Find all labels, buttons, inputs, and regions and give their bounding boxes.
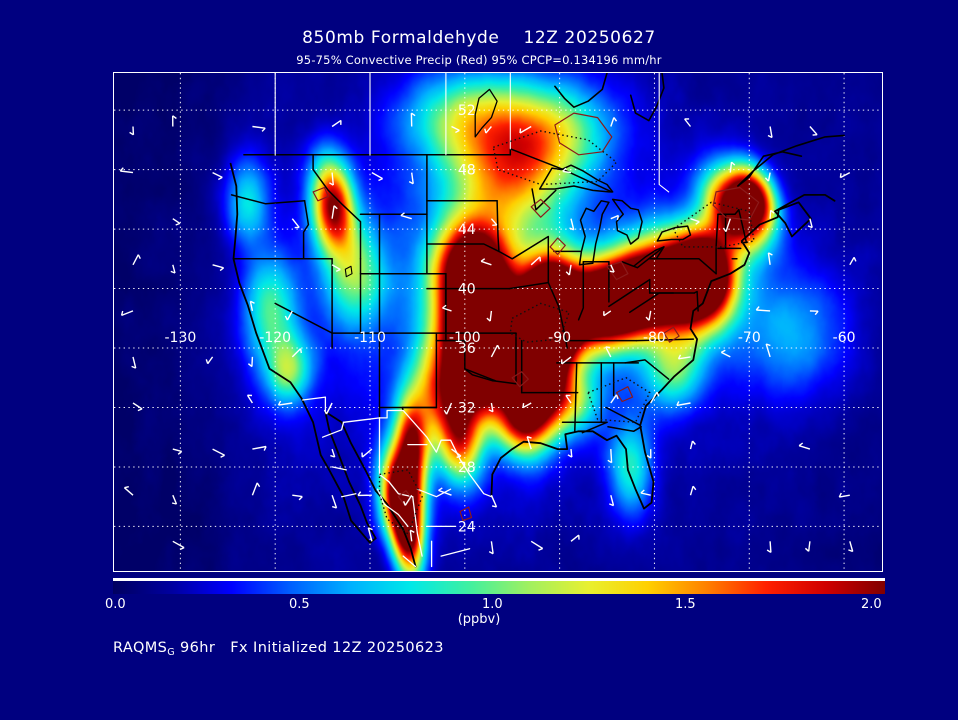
colorbar-gradient — [113, 581, 885, 594]
colorbar-tick-2: 1.0 — [482, 597, 503, 612]
footer-model-subscript: G — [167, 647, 176, 658]
colorbar-top-rule — [113, 578, 885, 581]
page-title: 850mb Formaldehyde 12Z 20250627 — [302, 28, 656, 48]
formaldehyde-heatmap — [114, 73, 882, 571]
map-plot-area[interactable]: 52 48 44 40 36 32 28 24 -130 -120 -110 -100 -90 -80 -7… — [113, 72, 883, 572]
footer-model-info: RAQMSG 96hr Fx Initialized 12Z 20250623 — [113, 640, 444, 658]
colorbar-units-label: (ppbv) — [457, 612, 501, 627]
colorbar-tick-3: 1.5 — [675, 597, 696, 612]
colorbar-tick-1: 0.5 — [289, 597, 310, 612]
footer-model-rest: 96hr Fx Initialized 12Z 20250623 — [175, 640, 444, 656]
footer-model-name: RAQMS — [113, 640, 168, 656]
colorbar-tick-0: 0.0 — [105, 597, 126, 612]
page-subtitle: 95-75% Convective Precip (Red) 95% CPCP=… — [296, 53, 662, 67]
colorbar-tick-4: 2.0 — [861, 597, 882, 612]
colorbar — [113, 578, 885, 594]
